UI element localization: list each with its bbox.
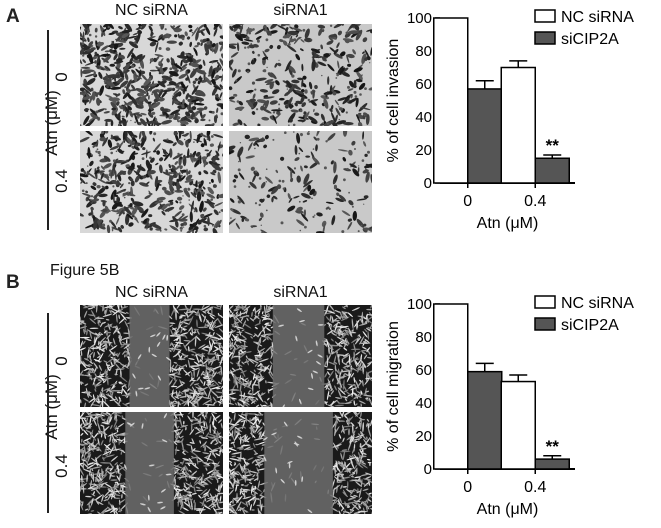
panel-b-ytick-label: 100 bbox=[407, 296, 432, 313]
panel-b-micrograph-sirna1-04 bbox=[229, 412, 372, 514]
panel-a-bar-0-1 bbox=[467, 88, 503, 184]
panel-a-micrograph-sirna1-04 bbox=[229, 131, 372, 233]
panel-b-legend-label-0: NC siRNA bbox=[561, 295, 634, 312]
panel-a-bar-chart: 0 20 40 60 80 100 % of cell invasion 0 ** 0.4 Atn … bbox=[385, 9, 634, 232]
panel-a-bar-0-0 bbox=[433, 17, 469, 184]
panel-a-xtick-label: 0.4 bbox=[524, 193, 546, 210]
panel-b-xlabel: Atn (μM) bbox=[477, 501, 539, 518]
panel-b-legend-swatch-1 bbox=[534, 317, 556, 331]
panel-a-col-label-nc: NC siRNA bbox=[115, 2, 188, 19]
panel-b-ytick-label: 20 bbox=[415, 428, 432, 445]
panel-b-xtick-label: 0.4 bbox=[524, 479, 546, 496]
panel-b-ylabel: % of cell migration bbox=[385, 321, 402, 452]
panel-a-legend-label-1: siCIP2A bbox=[561, 31, 619, 48]
panel-a-legend-swatch-0 bbox=[534, 9, 556, 23]
panel-b-bar-1-1 bbox=[534, 458, 570, 470]
panel-b-col-label-sirna1: siRNA1 bbox=[273, 284, 328, 301]
panel-b-letter: B bbox=[6, 272, 20, 293]
panel-a-ytick-label: 100 bbox=[407, 10, 432, 27]
panel-a-micrograph-nc-0 bbox=[80, 24, 223, 126]
panel-a-ytick-label: 20 bbox=[415, 142, 432, 159]
panel-a-ytick-label: 80 bbox=[415, 43, 432, 60]
panel-b-ytick-label: 40 bbox=[415, 395, 432, 412]
panel-a-ytick-label: 40 bbox=[415, 109, 432, 126]
panel-a-xtick-label: 0 bbox=[463, 193, 472, 210]
panel-b-significance: ** bbox=[546, 437, 560, 456]
panel-b-legend-label-1: siCIP2A bbox=[561, 317, 619, 334]
panel-a-letter: A bbox=[6, 6, 20, 27]
panel-b-bar-0-0 bbox=[433, 303, 469, 470]
panel-a-micrograph-nc-04 bbox=[80, 131, 223, 233]
panel-a-ytick-label: 0 bbox=[424, 175, 432, 192]
panel-a-chart: 0 20 40 60 80 100 % of cell invasion 0 ** 0.4 Atn … bbox=[380, 0, 661, 245]
panel-b-bar-chart: 0 20 40 60 80 100 % of cell migration 0 ** 0.4 Atn… bbox=[385, 295, 634, 518]
panel-b-chart: 0 20 40 60 80 100 % of cell migration 0 ** 0.4 Atn… bbox=[380, 286, 661, 523]
panel-a-row-label-04: 0.4 bbox=[52, 169, 71, 193]
panel-b-bar-1-0 bbox=[500, 380, 536, 470]
panel-b-micrograph-nc-0 bbox=[80, 305, 223, 407]
panel-a-row-title: Atn (μM) bbox=[42, 90, 61, 156]
panel-b-legend-swatch-0 bbox=[534, 295, 556, 309]
panel-a-ytick-label: 60 bbox=[415, 76, 432, 93]
panel-a-xlabel: Atn (μM) bbox=[477, 215, 539, 232]
panel-a-legend-swatch-1 bbox=[534, 31, 556, 45]
panel-b-ytick-label: 0 bbox=[424, 461, 432, 478]
panel-a-col-label-sirna1: siRNA1 bbox=[273, 2, 328, 19]
panel-b-row-bracket bbox=[47, 313, 49, 513]
panel-b-subtitle: Figure 5B bbox=[50, 262, 120, 279]
panel-b-row-label-04: 0.4 bbox=[52, 454, 71, 478]
panel-b-micrograph-nc-04 bbox=[80, 412, 223, 514]
panel-a-row-bracket bbox=[47, 30, 49, 230]
panel-a-micrograph-sirna1-0 bbox=[229, 24, 372, 126]
panel-a-ylabel: % of cell invasion bbox=[385, 39, 402, 163]
panel-b-micrograph-sirna1-0 bbox=[229, 305, 372, 407]
panel-a-row-label-0: 0 bbox=[52, 72, 71, 82]
panel-b-row-label-0: 0 bbox=[52, 356, 71, 366]
panel-b-ytick-label: 80 bbox=[415, 329, 432, 346]
panel-b-bar-0-1 bbox=[467, 370, 503, 470]
panel-a-bar-1-0 bbox=[500, 66, 536, 184]
panel-b-col-label-nc: NC siRNA bbox=[115, 284, 188, 301]
panel-b-row-title: Atn (μM) bbox=[42, 374, 61, 440]
panel-a-legend-label-0: NC siRNA bbox=[561, 9, 634, 26]
panel-a-bar-1-1 bbox=[534, 157, 570, 184]
panel-b-xtick-label: 0 bbox=[463, 479, 472, 496]
panel-a-significance: ** bbox=[546, 136, 560, 155]
panel-b-ytick-label: 60 bbox=[415, 362, 432, 379]
